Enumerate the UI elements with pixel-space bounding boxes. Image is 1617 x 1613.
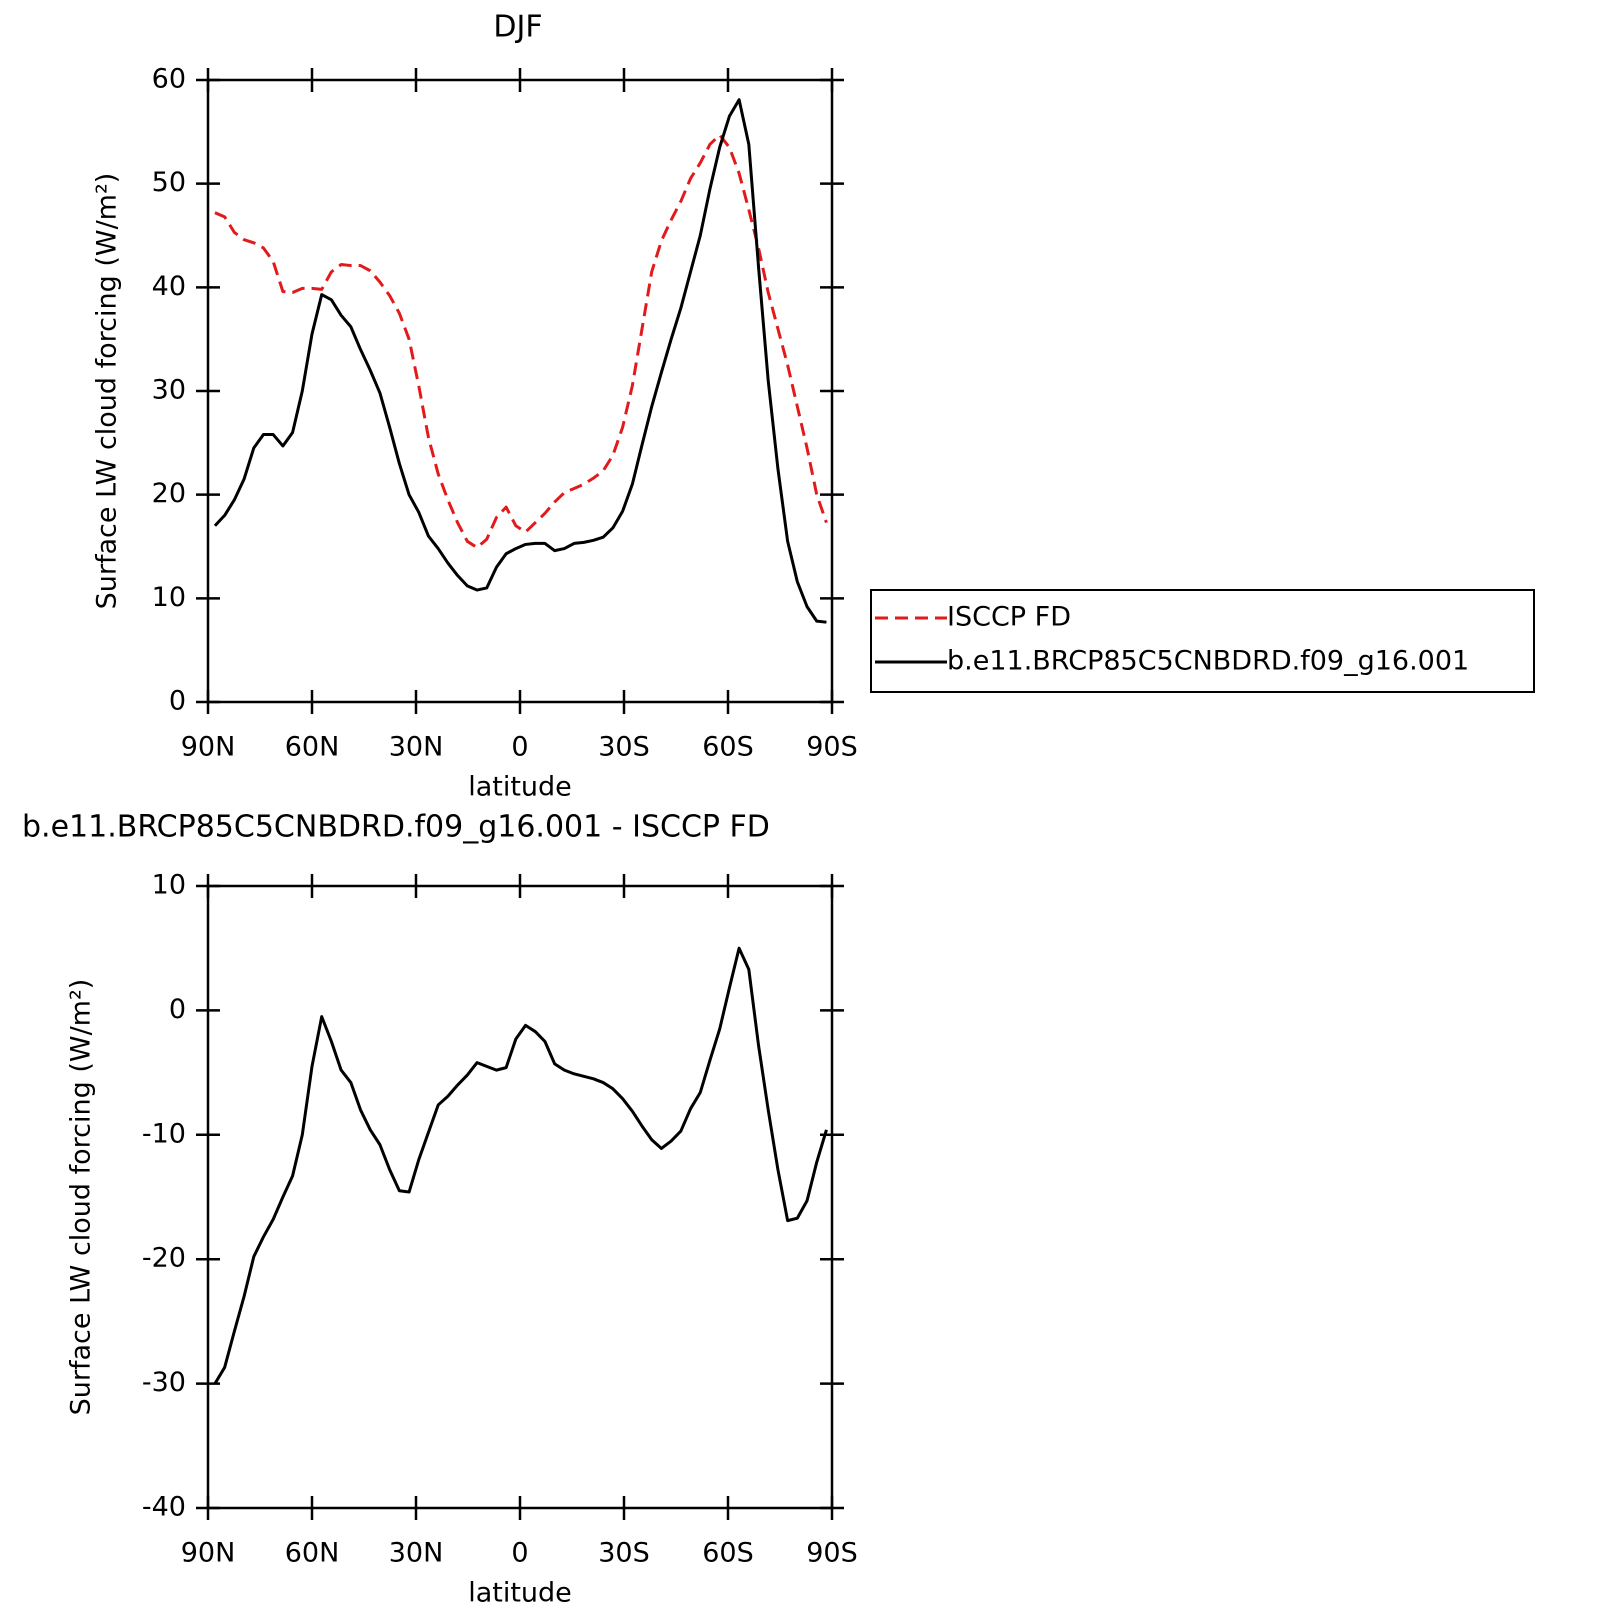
y-tick-label: 0 — [169, 686, 186, 717]
x-tick-label: 0 — [511, 732, 528, 763]
y-tick-label: 60 — [152, 64, 186, 95]
x-tick-label: 60N — [285, 732, 340, 763]
x-axis-label: latitude — [468, 772, 572, 803]
x-tick-label: 90N — [181, 732, 236, 763]
chart-title: DJF — [493, 10, 542, 45]
y-tick-label: 50 — [152, 167, 186, 198]
x-tick-label: 90S — [806, 1538, 858, 1569]
y-axis-label: Surface LW cloud forcing (W/m²) — [66, 979, 97, 1416]
legend-label: b.e11.BRCP85C5CNBDRD.f09_g16.001 — [947, 646, 1469, 677]
plot-frame — [206, 78, 834, 704]
y-tick-label: 20 — [152, 478, 186, 509]
y-tick-label: 40 — [152, 271, 186, 302]
y-tick-label: -40 — [142, 1492, 186, 1523]
y-tick-label: -20 — [142, 1243, 186, 1274]
y-tick-label: 10 — [152, 870, 186, 901]
x-axis-label: latitude — [468, 1578, 572, 1609]
data-line — [213, 946, 828, 1385]
x-tick-label: 30S — [598, 732, 650, 763]
x-tick-label: 30N — [389, 732, 444, 763]
legend-label: ISCCP FD — [947, 602, 1071, 633]
x-tick-label: 30S — [598, 1538, 650, 1569]
y-tick-label: -10 — [142, 1118, 186, 1149]
y-tick-label: -30 — [142, 1367, 186, 1398]
x-tick-label: 60N — [285, 1538, 340, 1569]
x-tick-label: 60S — [702, 732, 754, 763]
x-tick-label: 90S — [806, 732, 858, 763]
y-tick-label: 0 — [169, 994, 186, 1025]
y-axis-label: Surface LW cloud forcing (W/m²) — [92, 173, 123, 610]
x-tick-label: 60S — [702, 1538, 754, 1569]
x-tick-label: 30N — [389, 1538, 444, 1569]
data-line — [213, 98, 827, 624]
chart-title: b.e11.BRCP85C5CNBDRD.f09_g16.001 - ISCCP… — [22, 810, 770, 845]
legend-box — [870, 589, 1535, 693]
x-tick-label: 90N — [181, 1538, 236, 1569]
data-line — [214, 133, 828, 550]
y-tick-label: 10 — [152, 582, 186, 613]
plot-frame — [206, 884, 834, 1510]
x-tick-label: 0 — [511, 1538, 528, 1569]
y-tick-label: 30 — [152, 375, 186, 406]
